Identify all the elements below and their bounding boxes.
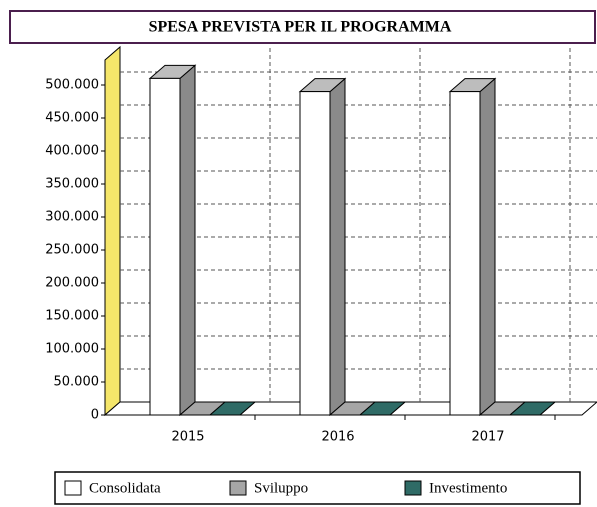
- legend-swatch: [404, 480, 422, 496]
- bar: [299, 91, 331, 416]
- title-box: [9, 10, 596, 44]
- legend-swatch: [229, 480, 247, 496]
- legend-label: Consolidata: [89, 480, 161, 496]
- x-tick-label: 2015: [171, 430, 204, 445]
- legend-label: Sviluppo: [254, 480, 308, 496]
- bar-top: [208, 401, 257, 416]
- y-tick-label: 500.000: [45, 78, 99, 93]
- y-tick-label: 150.000: [45, 309, 99, 324]
- bar-top: [508, 401, 557, 416]
- bar-side: [479, 77, 496, 417]
- y-tick-label: 400.000: [45, 144, 99, 159]
- x-tick-label: 2017: [471, 430, 504, 445]
- bar-side: [179, 64, 196, 417]
- y-tick-label: 200.000: [45, 276, 99, 291]
- side-wall: [104, 45, 121, 417]
- legend-box: [54, 471, 581, 505]
- y-tick-label: 0: [91, 408, 99, 423]
- y-tick-label: 250.000: [45, 243, 99, 258]
- y-tick-label: 100.000: [45, 342, 99, 357]
- y-tick-label: 300.000: [45, 210, 99, 225]
- legend-swatch: [64, 480, 82, 496]
- y-tick-label: 50.000: [54, 375, 100, 390]
- y-tick-label: 350.000: [45, 177, 99, 192]
- chart-title: SPESA PREVISTA PER IL PROGRAMMA: [149, 19, 452, 36]
- bar: [449, 91, 481, 416]
- bar: [149, 77, 181, 416]
- bar-top: [358, 401, 407, 416]
- legend-label: Investimento: [429, 480, 507, 496]
- x-tick-label: 2016: [321, 430, 354, 445]
- bar-side: [329, 77, 346, 417]
- y-tick-label: 450.000: [45, 111, 99, 126]
